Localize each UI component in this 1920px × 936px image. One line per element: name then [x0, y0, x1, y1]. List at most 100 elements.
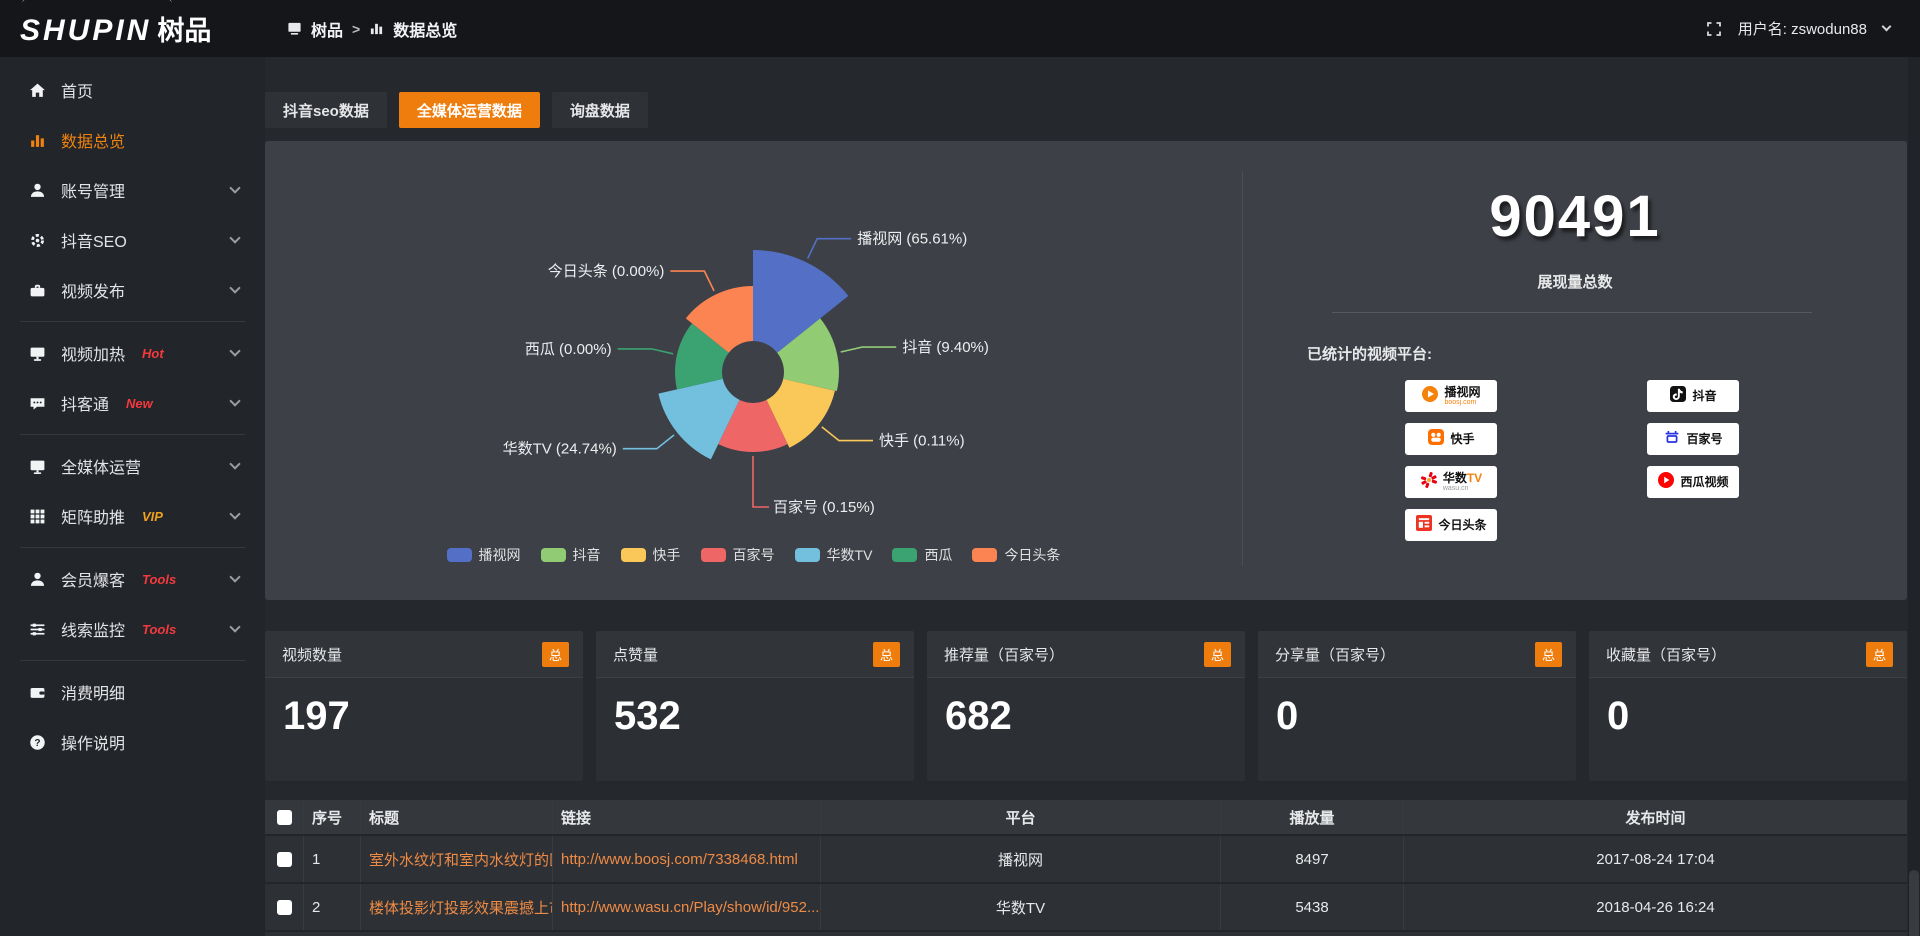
chevron-down-icon[interactable]	[229, 395, 241, 407]
platform-badges-column-1: 播视网 boosj.com 快手 华数TV wasu.cn 今日头条	[1405, 380, 1497, 541]
sidebar-divider	[20, 321, 245, 322]
legend-item-5[interactable]: 西瓜	[892, 545, 952, 565]
stat-card-label: 推荐量（百家号）	[944, 646, 1065, 664]
breadcrumb-separator: >	[352, 20, 361, 37]
legend-label: 抖音	[572, 547, 601, 563]
chevron-down-icon[interactable]	[229, 508, 241, 520]
fullscreen-icon[interactable]	[1706, 21, 1722, 37]
sliders-icon	[28, 621, 46, 638]
platform-badge-text: 华数TV wasu.cn	[1443, 472, 1482, 492]
page-scrollbar[interactable]	[1908, 57, 1920, 936]
tab-0[interactable]: 抖音seo数据	[265, 92, 387, 128]
total-badge[interactable]: 总	[872, 641, 900, 667]
monitor-icon	[28, 458, 46, 475]
cell-index: 1	[303, 836, 360, 882]
main-content: 抖音seo数据 全媒体运营数据 询盘数据 播视网 (65.61%) 抖音 (9.40%…	[265, 57, 1920, 936]
chevron-down-icon[interactable]	[229, 621, 241, 633]
stat-card-header: 分享量（百家号） 总	[1258, 631, 1576, 678]
legend-item-3[interactable]: 百家号	[700, 545, 775, 565]
scrollbar-thumb[interactable]	[1909, 870, 1919, 936]
platform-label-accent: TV	[1466, 471, 1483, 486]
sidebar-item-1[interactable]: 数据总览	[0, 115, 265, 165]
pie-slice-3[interactable]	[718, 399, 788, 453]
app-logo: SHUPIN 树品	[0, 9, 265, 48]
pie-slice-0[interactable]	[753, 250, 849, 353]
breadcrumb-item-home[interactable]: 树品	[311, 22, 344, 40]
video-url-link[interactable]: http://www.wasu.cn/Play/show/id/952...	[561, 898, 820, 916]
sidebar-item-label: 抖客通	[61, 397, 110, 414]
chevron-down-icon[interactable]	[229, 458, 241, 470]
total-badge[interactable]: 总	[1203, 641, 1231, 667]
chevron-down-icon[interactable]	[229, 182, 241, 194]
sidebar-item-badge: VIP	[142, 508, 163, 524]
legend-item-6[interactable]: 今日头条	[972, 545, 1060, 565]
tab-2[interactable]: 询盘数据	[551, 92, 648, 128]
video-url-link[interactable]: http://www.boosj.com/7338468.html	[561, 850, 798, 868]
sidebar-item-2[interactable]: 账号管理	[0, 165, 265, 215]
legend-item-2[interactable]: 快手	[620, 545, 681, 565]
platform-badges-column-2: 抖音 百家号 西瓜视频	[1647, 380, 1739, 498]
platform-badge: 快手	[1405, 423, 1497, 455]
stat-card-0: 视频数量 总 197	[265, 631, 583, 781]
total-badge[interactable]: 总	[1865, 641, 1893, 667]
pie-label: 西瓜 (0.00%)	[525, 341, 612, 358]
cell-published: 2018-04-26 16:24	[1403, 884, 1907, 930]
pie-slice-4[interactable]	[658, 378, 740, 460]
platform-label: 华数TV	[1442, 471, 1483, 486]
sidebar-item-4[interactable]: 视频发布	[0, 265, 265, 315]
stat-card-label: 点赞量	[613, 646, 659, 664]
stat-card-label: 视频数量	[282, 646, 343, 664]
chevron-down-icon[interactable]	[229, 282, 241, 294]
cell-published: 2017-08-24 17:04	[1403, 836, 1907, 882]
total-impressions-value: 90491	[1489, 184, 1661, 249]
platform-sub-label: boosj.com	[1444, 398, 1477, 406]
sidebar-item-badge: Tools	[142, 571, 177, 587]
row-checkbox[interactable]	[276, 851, 292, 867]
cell-platform: 播视网	[820, 836, 1220, 882]
pie-slice-5[interactable]	[675, 323, 729, 390]
sidebar-item-7[interactable]: 抖客通 New	[0, 378, 265, 428]
platform-label: 今日头条	[1438, 517, 1487, 532]
chevron-down-icon[interactable]	[229, 345, 241, 357]
sidebar-item-3[interactable]: 抖音SEO	[0, 215, 265, 265]
gear-icon	[28, 232, 46, 249]
pie-slice-1[interactable]	[777, 318, 839, 392]
chevron-down-icon[interactable]	[1881, 21, 1892, 32]
total-badge[interactable]: 总	[1534, 641, 1562, 667]
platform-share-rose-chart: 播视网 (65.61%) 抖音 (9.40%) 快手 (0.11%) 百家号 (0.1…	[503, 231, 989, 516]
sidebar-divider	[20, 547, 245, 548]
row-checkbox[interactable]	[276, 899, 292, 915]
video-title-link[interactable]: 室外水纹灯和室内水纹灯的区别和简介	[369, 851, 552, 869]
sidebar-item-10[interactable]: 矩阵助推 VIP	[0, 491, 265, 541]
username-label[interactable]: 用户名: zswodun88	[1737, 21, 1867, 38]
publish-icon	[28, 282, 46, 299]
total-badge[interactable]: 总	[541, 641, 569, 667]
toutiao-logo	[1415, 514, 1433, 537]
legend-item-1[interactable]: 抖音	[540, 545, 601, 565]
select-all-checkbox[interactable]	[276, 809, 292, 825]
header-cell: 发布时间	[1403, 800, 1907, 834]
pie-label-line	[821, 426, 873, 442]
pie-slice-2[interactable]	[766, 378, 835, 448]
legend-item-4[interactable]: 华数TV	[794, 545, 872, 565]
sidebar-item-15[interactable]: 消费明细	[0, 667, 265, 717]
sidebar-item-6[interactable]: 视频加热 Hot	[0, 328, 265, 378]
chevron-down-icon[interactable]	[229, 232, 241, 244]
pie-slice-6[interactable]	[685, 286, 753, 353]
video-title-link[interactable]: 楼体投影灯投影效果震撼上市	[369, 899, 552, 917]
sidebar-item-9[interactable]: 全媒体运营	[0, 441, 265, 491]
pie-label-line	[670, 270, 715, 292]
legend-item-0[interactable]: 播视网	[446, 545, 521, 565]
sidebar-item-12[interactable]: 会员爆客 Tools	[0, 554, 265, 604]
summary-divider	[1332, 312, 1812, 313]
stat-card-4: 收藏量（百家号） 总 0	[1589, 631, 1907, 781]
sidebar-item-0[interactable]: 首页	[0, 65, 265, 115]
sidebar-item-label: 线索监控	[61, 623, 126, 640]
tab-1[interactable]: 全媒体运营数据	[398, 92, 540, 128]
chevron-down-icon[interactable]	[229, 571, 241, 583]
douyin-logo	[1669, 385, 1687, 408]
legend-label: 播视网	[478, 547, 521, 563]
breadcrumb: 树品 > 数据总览	[287, 17, 457, 41]
sidebar-item-13[interactable]: 线索监控 Tools	[0, 604, 265, 654]
sidebar-item-16[interactable]: ? 操作说明	[0, 717, 265, 767]
